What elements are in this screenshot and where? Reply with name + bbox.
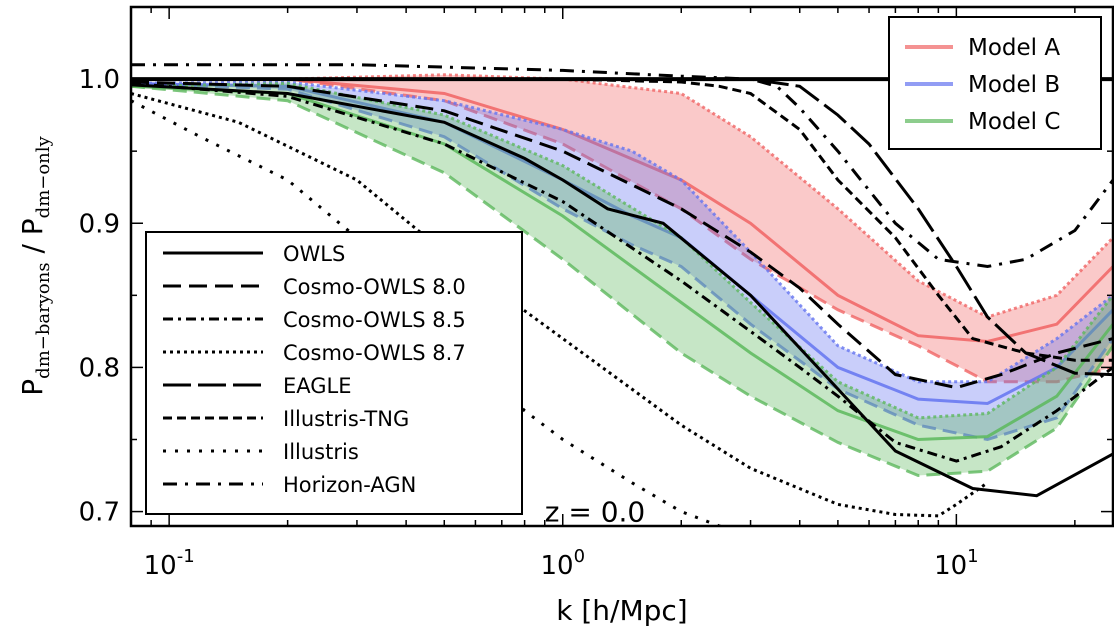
y-axis-label-main: P	[16, 379, 49, 396]
model-b-band	[131, 82, 1113, 440]
legend-label-model-a: Model A	[968, 35, 1060, 61]
y-tick-label: 1.0	[79, 65, 120, 95]
x-tick-exponent: 0	[574, 546, 585, 567]
y-tick-label: 0.8	[79, 353, 120, 383]
series-cosmo-owls-8-5	[131, 81, 1113, 463]
model-b-lower	[131, 81, 1113, 442]
y-axis-label-sep: /	[16, 235, 49, 262]
model-a-lower	[131, 77, 1113, 384]
model-c-center	[131, 84, 1113, 442]
x-tick-base: 10	[540, 551, 573, 581]
legend-label-eagle: EAGLE	[283, 374, 352, 398]
legend-label-illustris-tng: Illustris-TNG	[283, 407, 409, 431]
legend-label-illustris: Illustris	[283, 440, 359, 464]
x-tick-base: 10	[144, 551, 177, 581]
x-tick-labels: 10-1 100 101	[144, 546, 979, 581]
plot-frame	[129, 5, 1114, 528]
x-tick-label: 101	[934, 546, 979, 581]
y-axis-label-main-2: P	[16, 218, 49, 235]
redshift-annotation: z = 0.0	[545, 496, 646, 529]
y-tick-labels: 0.7 0.8 0.9 1.0	[79, 65, 120, 527]
y-axis-label-sub2: dm−only	[33, 135, 54, 218]
x-tick-label: 100	[540, 546, 585, 581]
model-a-upper	[131, 73, 1113, 319]
series-illustris	[131, 99, 727, 526]
x-tick-exponent: 1	[967, 546, 978, 567]
model-a-center	[131, 77, 1113, 344]
legend-simulations-frame	[145, 231, 523, 515]
legend-label-horizon-agn: Horizon-AGN	[283, 473, 416, 497]
x-tick-exponent: -1	[177, 546, 195, 567]
series-eagle	[131, 77, 1113, 377]
x-axis-label: k [h/Mpc]	[556, 594, 687, 627]
legend-label-owls: OWLS	[283, 242, 345, 266]
legend-label-model-b: Model B	[968, 72, 1060, 98]
legend-label-cosmo-owls-8-7: Cosmo-OWLS 8.7	[283, 341, 466, 365]
legend-models: Model A Model B Model C	[888, 16, 1102, 150]
y-tick-label: 0.7	[79, 498, 120, 528]
legend-label-model-c: Model C	[968, 109, 1060, 135]
legend-simulations: OWLS Cosmo-OWLS 8.0 Cosmo-OWLS 8.5 Cosmo-OW…	[145, 231, 523, 515]
series-horizon-agn	[131, 63, 1113, 269]
legend-label-cosmo-owls-8-0: Cosmo-OWLS 8.0	[283, 275, 466, 299]
series-cosmo-owls-8-0	[131, 80, 1113, 390]
x-tick-label: 10-1	[144, 546, 195, 581]
model-c-band	[131, 83, 1113, 476]
series-owls	[131, 83, 1113, 498]
x-tick-base: 10	[934, 551, 967, 581]
y-axis-label: Pdm−baryons / Pdm−only	[16, 135, 54, 395]
y-axis-label-sub1: dm−baryons	[33, 262, 54, 378]
series-illustris-tng	[131, 77, 1113, 362]
axis-ticks	[130, 6, 1113, 526]
model-b-upper	[131, 80, 1113, 384]
model-c-lower	[131, 84, 1113, 478]
legend-label-cosmo-owls-8-5: Cosmo-OWLS 8.5	[283, 308, 466, 332]
y-tick-label: 0.9	[79, 209, 120, 239]
simulation-lines	[131, 63, 1113, 526]
model-a-band	[131, 74, 1113, 382]
model-c-upper	[131, 81, 1113, 420]
